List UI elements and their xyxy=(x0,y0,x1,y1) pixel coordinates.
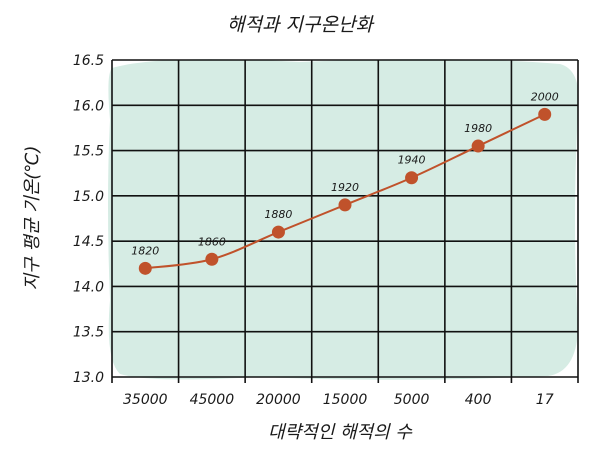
grid xyxy=(111,59,579,383)
y-tick-label: 16.5 xyxy=(73,53,104,69)
x-tick-label: 17 xyxy=(536,392,554,408)
data-point-label: 1880 xyxy=(264,208,292,221)
x-tick-label: 400 xyxy=(465,392,492,408)
data-point-label: 1820 xyxy=(131,244,159,257)
data-point xyxy=(271,225,285,239)
data-point-label: 1920 xyxy=(331,181,359,194)
data-point xyxy=(338,198,352,212)
data-point xyxy=(471,139,485,153)
data-point xyxy=(138,261,152,275)
y-tick-label: 15.0 xyxy=(73,189,104,205)
x-tick-label: 15000 xyxy=(323,392,368,408)
y-tick-label: 16.0 xyxy=(73,98,104,114)
tick-labels: 13.0 13.5 14.0 14.5 15.0 15.5 16.0 16.5 35000 450… xyxy=(73,53,554,408)
data-point xyxy=(405,171,419,185)
data-point-label: 1980 xyxy=(464,122,492,135)
data-point xyxy=(205,252,219,266)
x-tick-label: 45000 xyxy=(190,392,235,408)
data-points: 1820 1860 1880 1920 1940 1980 2000 xyxy=(131,90,559,275)
data-point-label: 1860 xyxy=(198,235,226,248)
x-tick-label: 5000 xyxy=(394,392,430,408)
data-point xyxy=(538,107,552,121)
data-point-label: 1940 xyxy=(398,154,426,167)
x-tick-label: 20000 xyxy=(256,392,301,408)
x-axis-label: 대략적인 해적의 수 xyxy=(268,422,413,443)
y-tick-label: 13.5 xyxy=(73,325,104,341)
y-tick-label: 14.5 xyxy=(73,234,104,250)
data-point-label: 2000 xyxy=(531,90,559,103)
background-blob xyxy=(108,58,579,380)
x-tick-label: 35000 xyxy=(123,392,168,408)
y-tick-label: 13.0 xyxy=(73,370,104,386)
y-tick-label: 15.5 xyxy=(73,144,104,160)
chart-title: 해적과 지구온난화 xyxy=(227,14,374,36)
y-axis-label: 지구 평균 기온(℃) xyxy=(22,145,43,290)
y-tick-label: 14.0 xyxy=(73,279,104,295)
